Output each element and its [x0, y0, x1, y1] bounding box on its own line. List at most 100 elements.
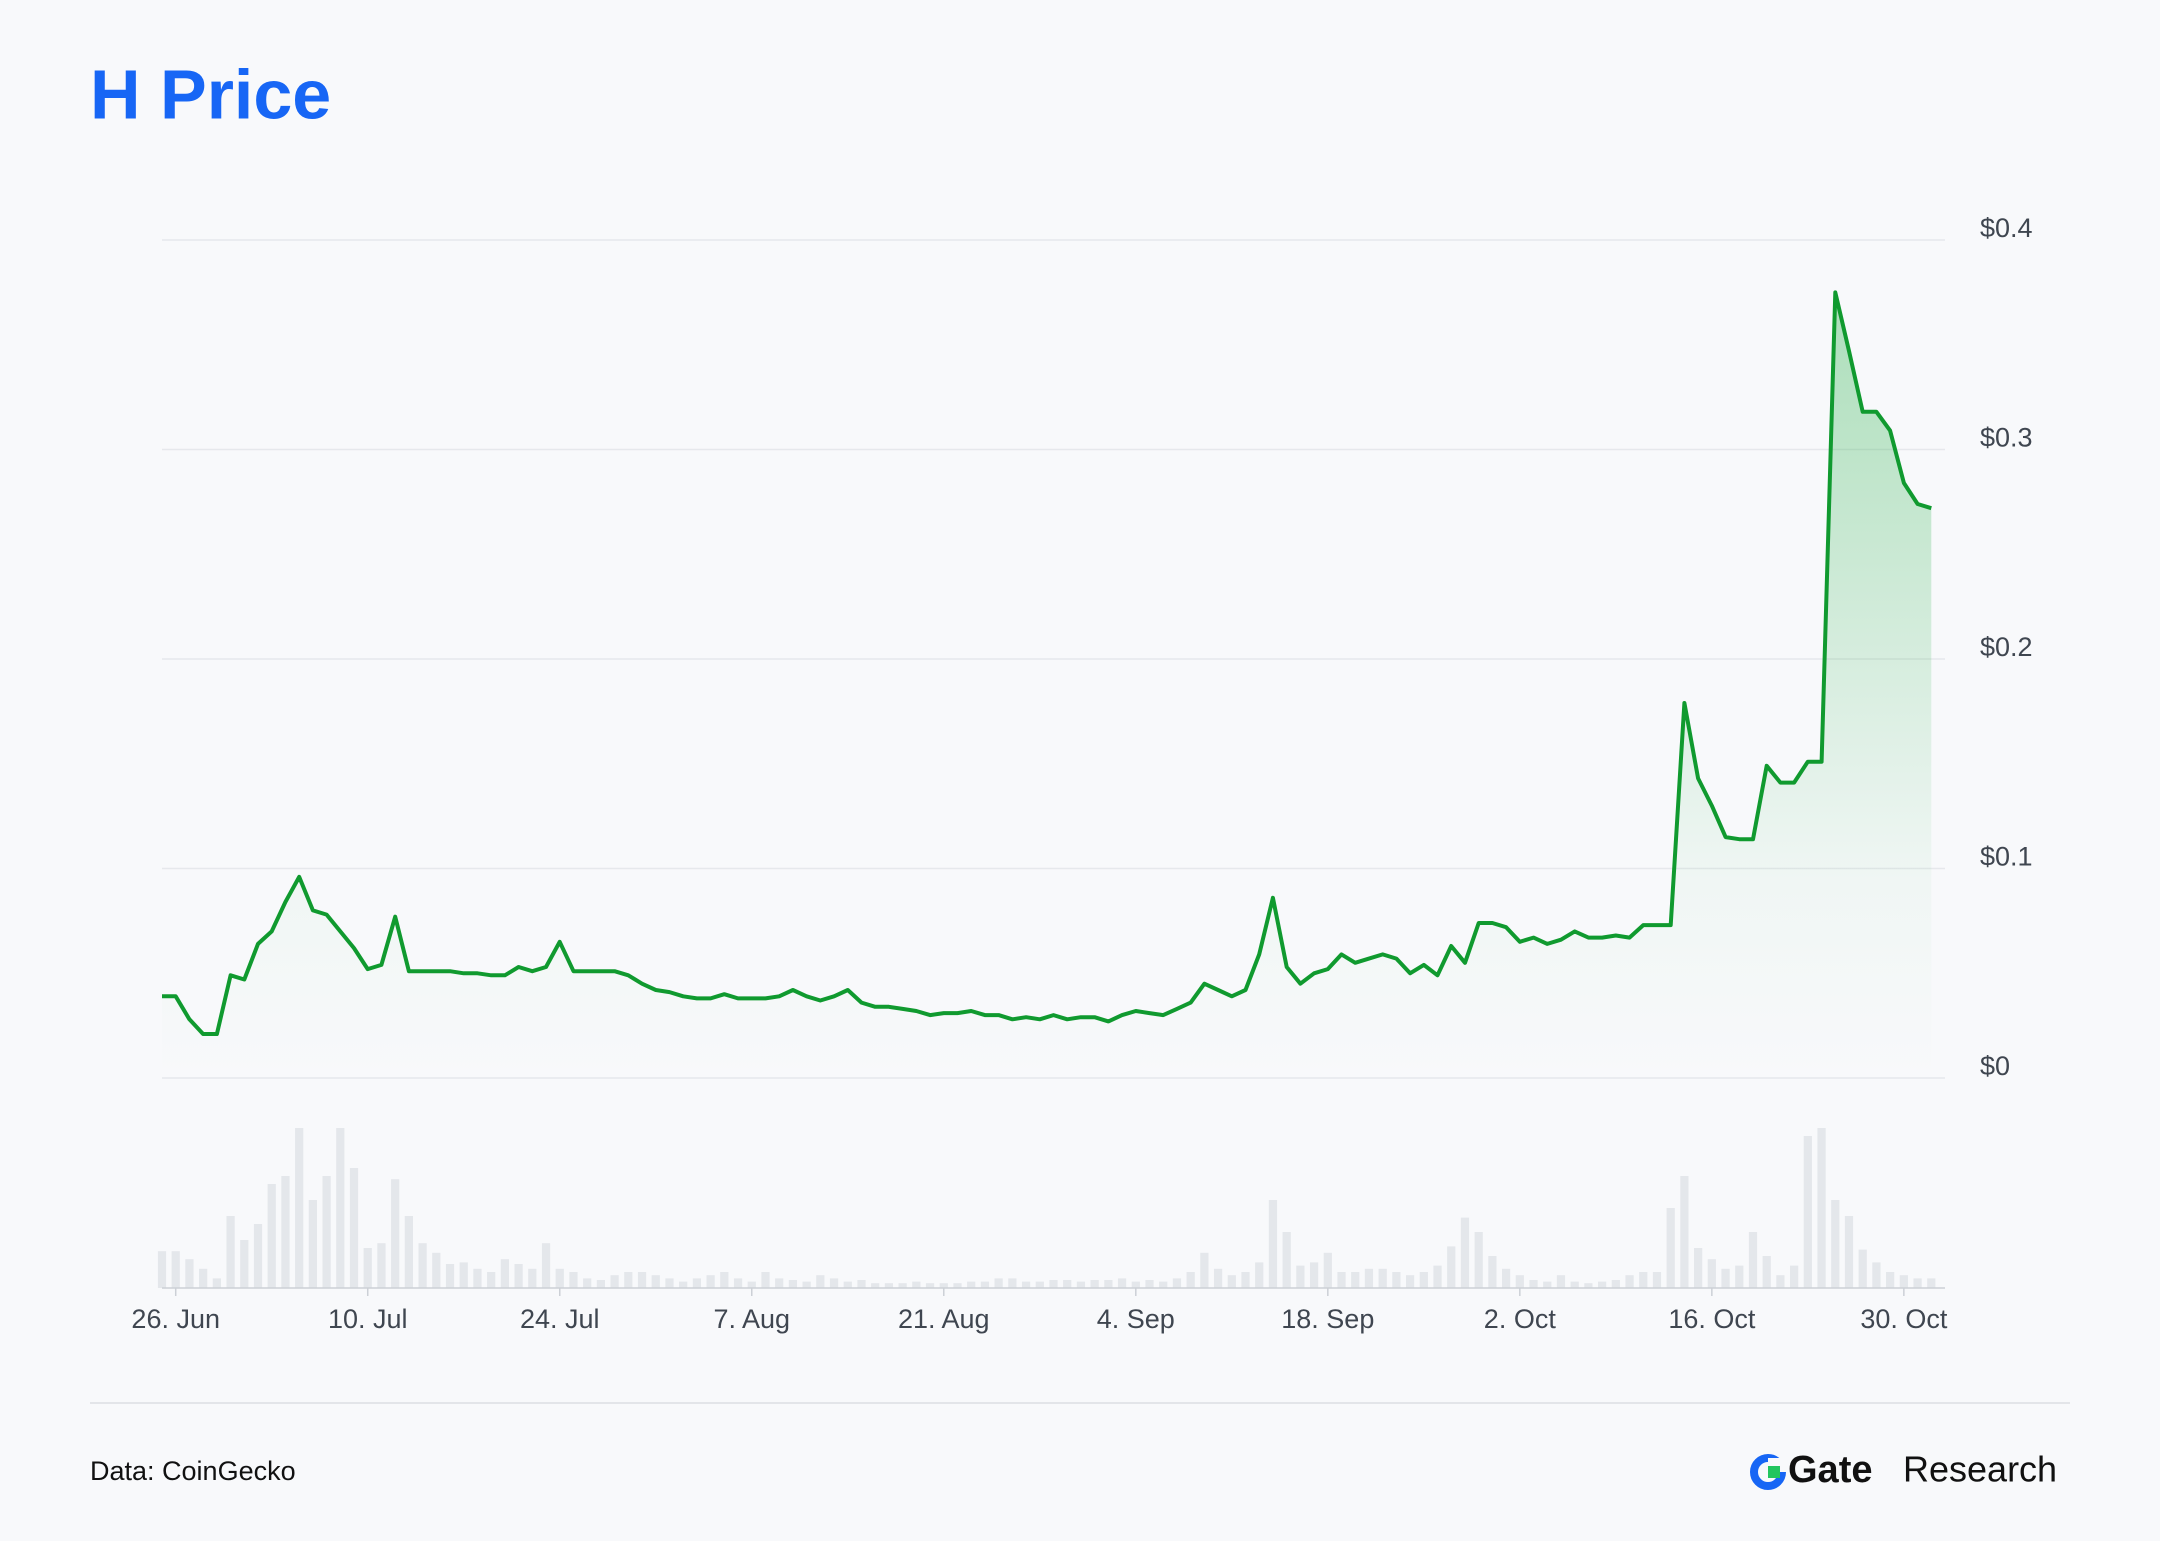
- volume-bar: [1104, 1280, 1113, 1288]
- volume-bar: [1776, 1275, 1785, 1288]
- volume-bar: [1035, 1281, 1044, 1288]
- x-tick-label: 4. Sep: [1097, 1304, 1175, 1334]
- volume-bar: [665, 1278, 674, 1288]
- volume-bar: [1611, 1280, 1620, 1288]
- volume-bar: [733, 1278, 743, 1288]
- volume-bar: [1172, 1278, 1182, 1288]
- volume-bar: [432, 1252, 441, 1288]
- volume-bar: [1337, 1272, 1346, 1288]
- volume-bar: [240, 1240, 249, 1288]
- volume-bar: [157, 1251, 167, 1288]
- x-tick-label: 26. Jun: [131, 1304, 220, 1334]
- volume-bar: [1803, 1136, 1812, 1288]
- volume-bar: [1652, 1272, 1662, 1288]
- volume-bar: [1255, 1262, 1264, 1288]
- volume-bar: [925, 1283, 935, 1288]
- volume-bar: [1872, 1262, 1881, 1288]
- volume-bar: [1213, 1268, 1223, 1288]
- volume-bar: [1584, 1283, 1593, 1288]
- logo-icon-dot: [1768, 1466, 1780, 1478]
- volume-bar: [349, 1168, 359, 1288]
- volume-bar: [1625, 1275, 1634, 1288]
- volume-bar: [487, 1272, 496, 1288]
- volume-bar: [761, 1272, 770, 1288]
- axes: $0 $0.1 $0.2 $0.3 $0.4 26. Jun 10. Jul 24. Jul 7…: [131, 213, 2032, 1334]
- volume-bar: [775, 1278, 784, 1288]
- source: Data: CoinGecko: [90, 1456, 296, 1486]
- volume-bar: [1159, 1281, 1168, 1288]
- logo-subtext: Research: [1903, 1449, 2057, 1490]
- volume-bar: [1200, 1252, 1209, 1288]
- volume-bar: [1556, 1275, 1566, 1288]
- price-line: [162, 290, 1932, 1036]
- volume-bar: [1844, 1216, 1854, 1288]
- volume-bar: [857, 1280, 866, 1288]
- volume-bar: [637, 1272, 647, 1288]
- volume-bar: [1927, 1278, 1936, 1288]
- volume-bar: [514, 1264, 523, 1288]
- volume-bar: [720, 1272, 729, 1288]
- volume-bar: [171, 1251, 180, 1288]
- volume-bar: [445, 1264, 455, 1288]
- volume-bar: [1076, 1281, 1086, 1288]
- x-tick-label: 10. Jul: [328, 1304, 408, 1334]
- volume-bar: [1405, 1275, 1415, 1288]
- volume-bar: [747, 1281, 756, 1288]
- volume-bar: [295, 1128, 304, 1288]
- volume-bar: [939, 1283, 948, 1288]
- volume-bar: [994, 1278, 1003, 1288]
- volume-bar: [871, 1283, 880, 1288]
- x-tick-label: 2. Oct: [1484, 1304, 1557, 1334]
- volume-bar: [596, 1280, 606, 1288]
- volume-bar: [1008, 1278, 1017, 1288]
- y-tick-label: $0.3: [1980, 423, 2033, 453]
- volume-bar: [1694, 1248, 1703, 1288]
- volume-bar: [1748, 1232, 1758, 1288]
- y-tick-label: $0.2: [1980, 632, 2033, 662]
- volume-bar: [706, 1275, 715, 1288]
- volume-bar: [1227, 1275, 1236, 1288]
- volume-bar: [418, 1243, 427, 1288]
- volume-bar: [185, 1259, 194, 1288]
- volume-bar: [1323, 1252, 1332, 1288]
- volume-bar: [1296, 1265, 1305, 1288]
- volume-bar: [569, 1272, 578, 1288]
- volume-bar: [1666, 1208, 1675, 1288]
- volume-bar: [1460, 1217, 1470, 1288]
- volume-bar: [788, 1280, 798, 1288]
- x-tick-label: 24. Jul: [520, 1304, 600, 1334]
- volume-bar: [1433, 1265, 1442, 1288]
- volume-bar: [1680, 1176, 1689, 1288]
- y-tick-label: $0: [1980, 1051, 2010, 1081]
- volume-bar: [1735, 1265, 1744, 1288]
- volume-bar: [1241, 1272, 1250, 1288]
- volume-bar: [226, 1216, 235, 1288]
- volume-bar: [459, 1262, 468, 1288]
- volume-bar: [1721, 1268, 1730, 1288]
- volume-bar: [829, 1278, 839, 1288]
- volume-bar: [1090, 1280, 1099, 1288]
- volume-bar: [679, 1281, 688, 1288]
- volume-bar: [1186, 1272, 1195, 1288]
- x-tick-label: 7. Aug: [713, 1304, 790, 1334]
- volume-bar: [1021, 1281, 1031, 1288]
- volume-bar: [1282, 1232, 1291, 1288]
- area: [162, 292, 1932, 1078]
- volume-bar: [528, 1268, 537, 1288]
- volume-bar: [1501, 1268, 1511, 1288]
- volume-bar: [308, 1200, 317, 1288]
- volume-bar: [1351, 1272, 1360, 1288]
- volume-bar: [1474, 1232, 1483, 1288]
- volume-bar: [391, 1179, 400, 1288]
- volume-bar: [624, 1272, 633, 1288]
- volume-bar: [912, 1281, 921, 1288]
- volume-bar: [1899, 1275, 1908, 1288]
- volume-bar: [692, 1278, 702, 1288]
- volume-bar: [1639, 1272, 1648, 1288]
- x-tick-label: 30. Oct: [1860, 1304, 1948, 1334]
- x-tick-label: 16. Oct: [1668, 1304, 1756, 1334]
- volume-bars: [157, 1128, 1936, 1288]
- logo: Gate Research: [1750, 1449, 2057, 1491]
